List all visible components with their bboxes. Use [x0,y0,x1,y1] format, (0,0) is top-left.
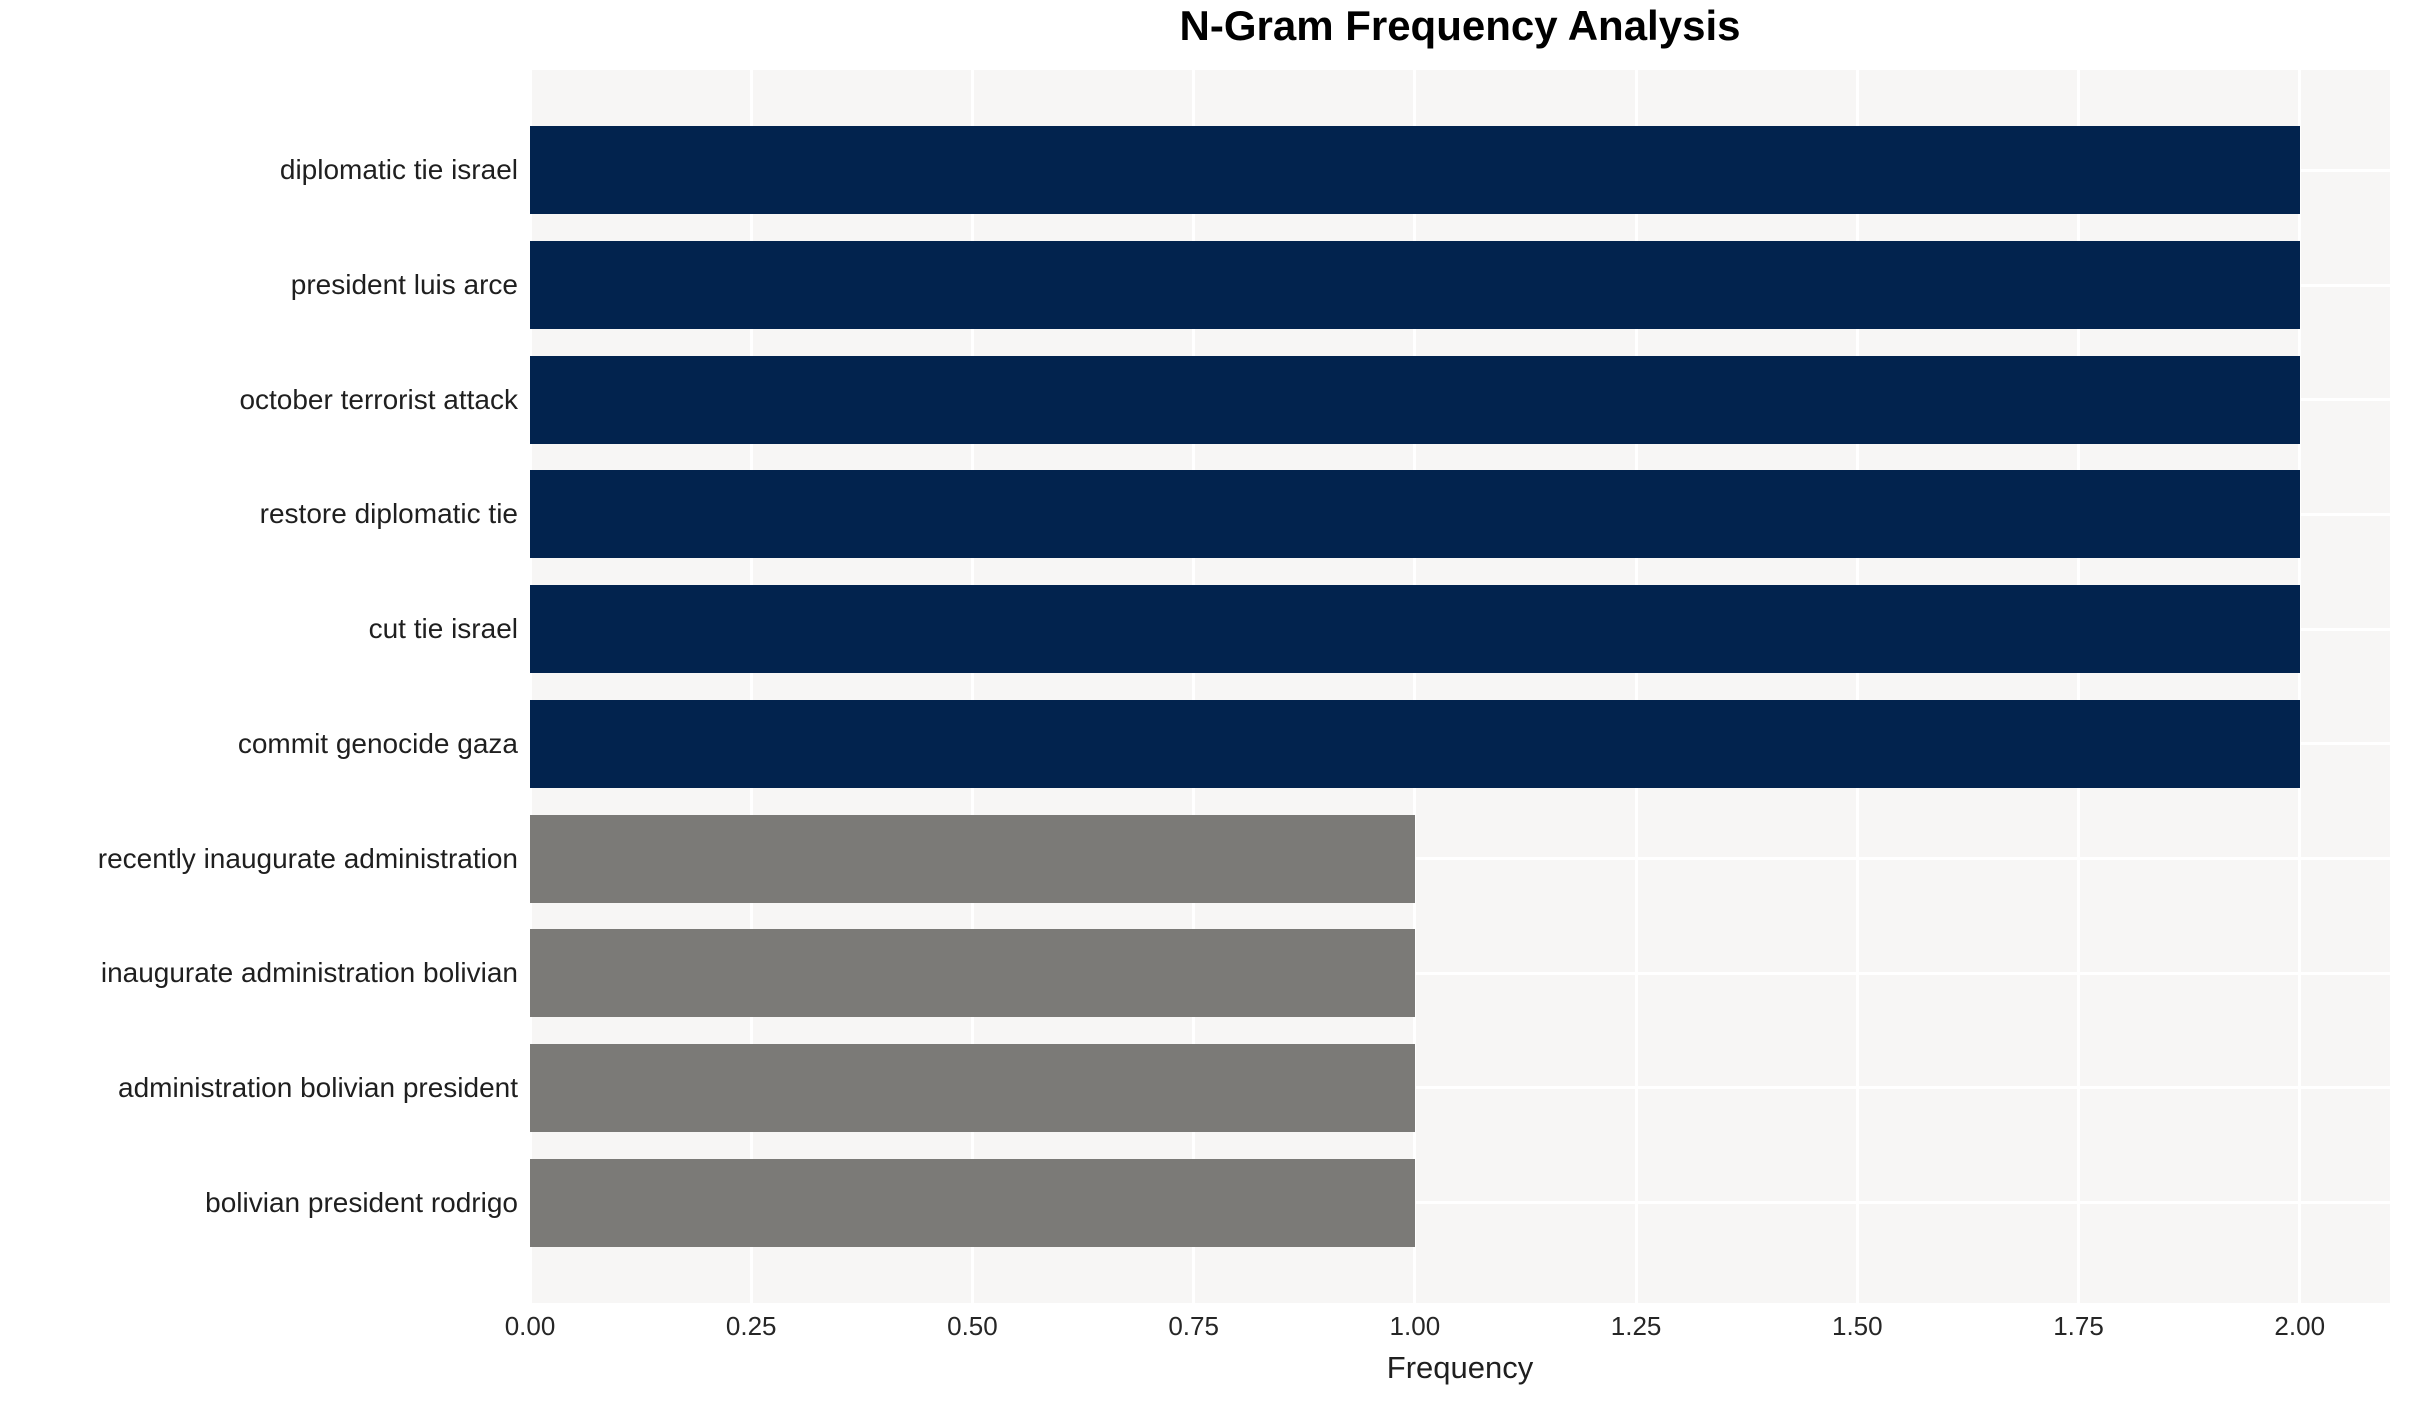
bar-inaugurate-administration-bolivian [530,929,1415,1018]
category-label: restore diplomatic tie [259,498,518,530]
bar-president-luis-arce [530,241,2300,330]
category-label: october terrorist attack [239,383,518,415]
x-tick-label: 1.50 [1831,1311,1883,1341]
x-tick-label: 0.75 [1168,1311,1219,1341]
x-gridline [1413,70,1417,1303]
category-label: bolivian president rodrigo [205,1186,518,1218]
x-tick-label: 1.25 [1610,1311,1662,1341]
bar-administration-bolivian-president [530,1043,1415,1132]
category-label: commit genocide gaza [237,727,518,759]
x-gridline [749,70,753,1303]
x-gridline [2298,70,2302,1303]
category-label: president luis arce [290,269,518,301]
x-gridline [1634,70,1638,1303]
bar-cut-tie-israel [530,585,2300,674]
plot-area [528,70,2390,1303]
x-axis-label: Frequency [1386,1350,1534,1385]
x-gridline [1855,70,1859,1303]
x-tick-label: 0.00 [504,1311,556,1341]
x-tick-label: 2.00 [2274,1311,2326,1341]
x-tick-label: 1.00 [1389,1311,1441,1341]
bar-recently-inaugurate-administration [530,814,1415,903]
x-gridline [528,70,532,1303]
category-label: administration bolivian president [118,1071,518,1103]
category-label: recently inaugurate administration [97,842,518,874]
y-gridline [530,1086,2390,1090]
chart-title: N-Gram Frequency Analysis [1179,2,1741,49]
category-labels-layer: diplomatic tie israel president luis arce… [0,0,518,1402]
category-label: diplomatic tie israel [279,154,518,186]
x-tick-label: 0.50 [947,1311,998,1341]
bar-bolivian-president-rodrigo [530,1158,1415,1247]
x-gridline [1192,70,1196,1303]
bar-diplomatic-tie-israel [530,126,2300,215]
category-label: inaugurate administration bolivian [100,957,518,989]
x-gridline [2077,70,2081,1303]
bar-october-terrorist-attack [530,355,2300,444]
category-label: cut tie israel [368,613,518,645]
y-gridline [530,857,2390,861]
bar-restore-diplomatic-tie [530,470,2300,559]
x-gridline [970,70,974,1303]
y-gridline [530,1201,2390,1205]
bar-commit-genocide-gaza [530,699,2300,788]
x-tick-label: 0.25 [725,1311,777,1341]
y-gridline [530,971,2390,975]
x-tick-label: 1.75 [2053,1311,2104,1341]
